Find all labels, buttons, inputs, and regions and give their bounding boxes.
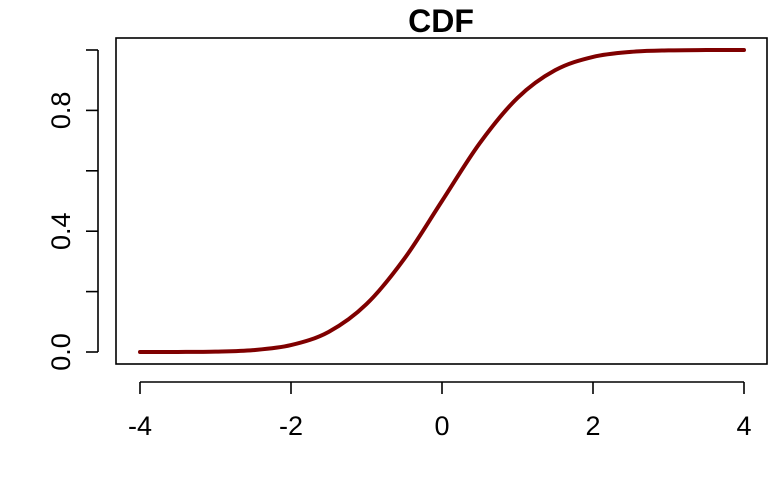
x-tick-label: -2 [279,411,303,441]
cdf-series-line [138,48,746,354]
x-tick-label: 4 [736,411,751,441]
y-tick-label: 0.0 [46,333,76,371]
x-tick-label: 2 [585,411,600,441]
x-axis: -4 -2 0 2 4 [128,381,752,441]
plot-frame [115,37,768,365]
y-tick-label: 0.4 [46,212,76,250]
series-layer [138,48,746,354]
x-tick-label: -4 [128,411,152,441]
x-tick-label: 0 [434,411,449,441]
y-tick-label: 0.8 [46,92,76,130]
y-axis: 0.0 0.4 0.8 [46,49,99,371]
chart-title: CDF [408,3,474,39]
